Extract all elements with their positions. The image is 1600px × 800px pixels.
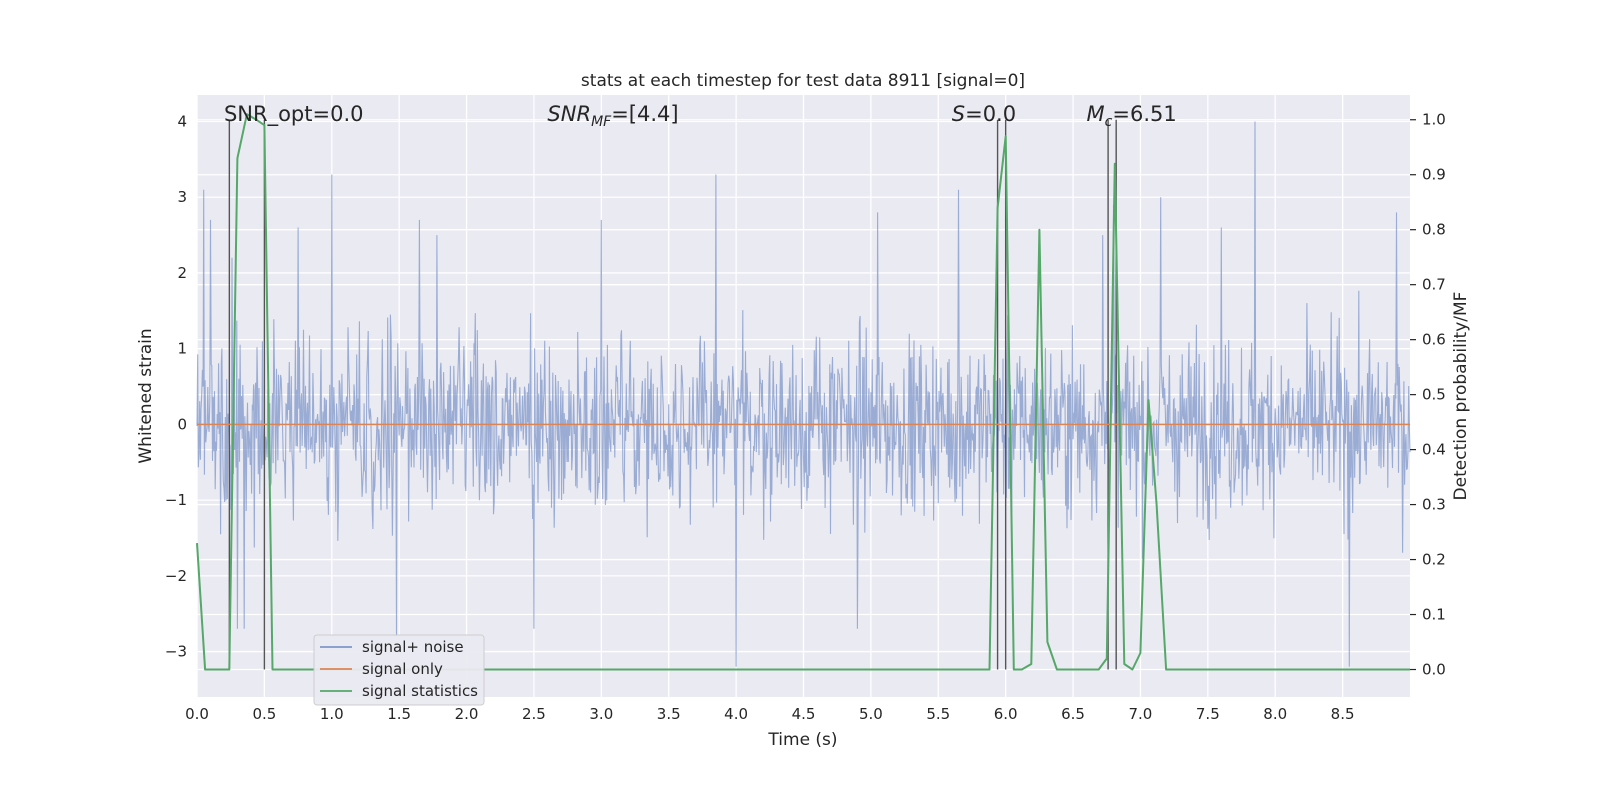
- tick-labels: 0.0 0.5 1.0 1.5 2.0 2.5 3.0 3.5 4.0 4.5 5.0 5.5 6.0 6…: [165, 111, 1446, 723]
- x-tick-label: 4.5: [792, 705, 816, 723]
- series-lines: [196, 113, 1410, 671]
- x-tick-label: 2.5: [522, 705, 546, 723]
- x-tick-label: 0.5: [252, 705, 276, 723]
- y-right-tick-label: 0.0: [1422, 661, 1446, 679]
- x-tick-label: 3.5: [657, 705, 681, 723]
- y-right-tick-label: 0.2: [1422, 551, 1446, 569]
- y-right-tick-label: 0.7: [1422, 276, 1446, 294]
- x-tick-label: 1.0: [320, 705, 344, 723]
- legend: signal+ noise signal only signal statist…: [313, 634, 485, 706]
- y-right-tick-label: 0.8: [1422, 221, 1446, 239]
- chart-title: stats at each timestep for test data 891…: [581, 71, 1025, 91]
- annotations: SNR_opt=0.0 SNRMF=[4.4] S=0.0 Mc=6.51: [224, 102, 1177, 130]
- y-right-tick-label: 0.5: [1422, 386, 1446, 404]
- x-tick-label: 3.0: [589, 705, 613, 723]
- y-left-tick-label: 3: [177, 188, 187, 206]
- annotation-3: Mc=6.51: [1087, 102, 1177, 130]
- x-tick-label: 7.0: [1129, 705, 1153, 723]
- y-axis-left-label: Whitened strain: [136, 328, 156, 463]
- y-left-tick-label: −1: [165, 491, 187, 509]
- legend-box: [313, 634, 485, 706]
- legend-label-signal-statistics: signal statistics: [362, 682, 478, 700]
- y-left-tick-label: 2: [177, 264, 187, 282]
- y-right-tick-label: 0.4: [1422, 441, 1446, 459]
- series-signal-noise-line: [196, 121, 1411, 667]
- y-right-tick-label: 0.6: [1422, 331, 1446, 349]
- y-left-tick-label: 0: [177, 415, 187, 433]
- y-left-tick-label: −3: [165, 643, 187, 661]
- y-left-tick-label: 4: [177, 113, 187, 131]
- x-tick-label: 0.0: [185, 705, 209, 723]
- legend-label-signal-only: signal only: [362, 660, 443, 678]
- x-tick-label: 5.0: [859, 705, 883, 723]
- legend-label-signal-noise: signal+ noise: [362, 638, 464, 656]
- x-tick-label: 6.5: [1061, 705, 1085, 723]
- y-left-tick-label: 1: [177, 340, 187, 358]
- x-tick-label: 4.0: [724, 705, 748, 723]
- series-signal-noise: [196, 121, 1411, 667]
- x-tick-label: 1.5: [387, 705, 411, 723]
- x-tick-label: 6.0: [994, 705, 1018, 723]
- y-left-tick-label: −2: [165, 567, 187, 585]
- x-tick-label: 7.5: [1196, 705, 1220, 723]
- series-signal-statistics-line: [196, 113, 1410, 671]
- x-tick-label: 5.5: [926, 705, 950, 723]
- x-tick-label: 2.0: [455, 705, 479, 723]
- y-right-tick-label: 0.9: [1422, 166, 1446, 184]
- annotation-2: S=0.0: [952, 102, 1016, 126]
- annotation-0: SNR_opt=0.0: [224, 102, 364, 127]
- y-axis-right-label: Detection probability/MF: [1451, 292, 1471, 501]
- x-tick-label: 8.0: [1263, 705, 1287, 723]
- annotation-1: SNRMF=[4.4]: [547, 102, 678, 130]
- x-axis-label: Time (s): [767, 730, 837, 750]
- y-right-tick-label: 0.1: [1422, 606, 1446, 624]
- x-tick-label: 8.5: [1331, 705, 1355, 723]
- y-right-tick-label: 1.0: [1422, 111, 1446, 129]
- y-right-tick-label: 0.3: [1422, 496, 1446, 514]
